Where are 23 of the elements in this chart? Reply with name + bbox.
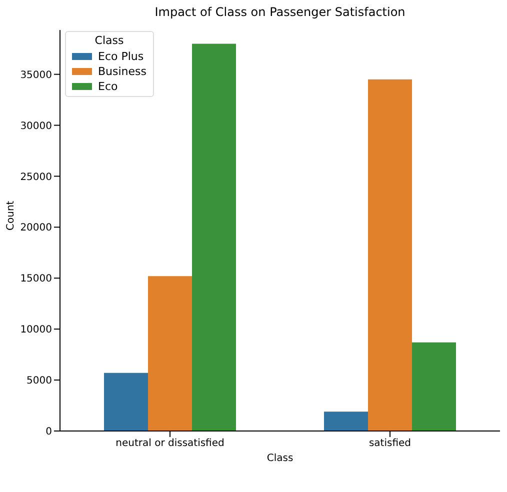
y-tick-label: 35000 — [20, 70, 52, 81]
bar — [412, 342, 456, 431]
chart-title: Impact of Class on Passenger Satisfaction — [154, 5, 406, 19]
y-tick-label: 30000 — [20, 120, 52, 132]
bar — [368, 79, 412, 431]
y-tick-label: 5000 — [26, 376, 52, 387]
y-tick-label: 15000 — [20, 274, 52, 285]
legend-label: Eco Plus — [98, 49, 144, 64]
y-tick-label: 10000 — [20, 324, 52, 336]
bar — [148, 276, 192, 431]
x-tick-label: satisfied — [368, 438, 412, 450]
legend-label: Eco — [98, 79, 118, 94]
legend-label: Business — [98, 64, 147, 79]
legend-title: Class — [94, 34, 125, 47]
bar — [324, 412, 368, 431]
y-axis-title: Count — [6, 200, 17, 230]
y-tick-label: 0 — [46, 426, 52, 438]
bar — [104, 372, 148, 431]
y-tick-label: 20000 — [20, 222, 52, 234]
x-tick-label: neutral or dissatisfied — [116, 438, 224, 450]
y-tick-label: 25000 — [20, 172, 52, 183]
bar — [192, 44, 236, 431]
x-axis-title: Class — [266, 453, 294, 464]
